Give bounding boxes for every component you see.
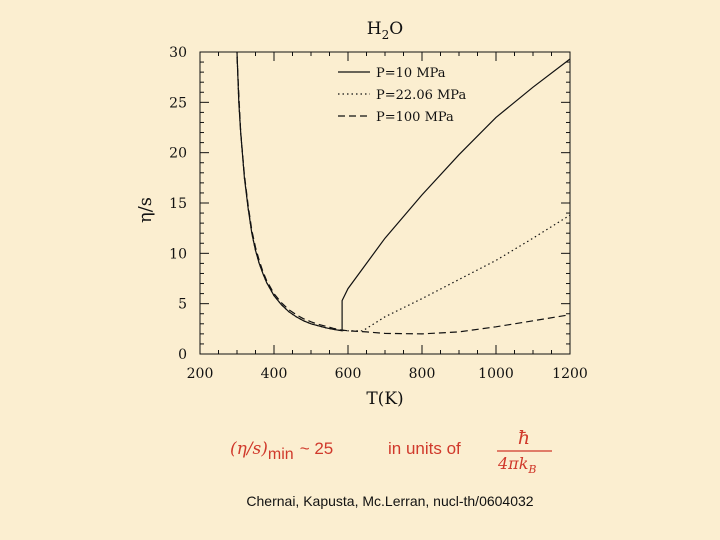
y-tick-label: 10 (169, 246, 187, 262)
axis-tick-labels: 200 400 600 800 1000 1200 0 5 10 15 20 25 30 (169, 45, 588, 382)
series-line-3 (236, 56, 571, 335)
formula-denominator: 4πkB (497, 454, 536, 476)
y-tick-label: 25 (169, 95, 187, 111)
formula-numerator: ħ (518, 427, 530, 449)
chart-title: H2O (367, 19, 403, 42)
x-axis-label: T(K) (366, 389, 403, 409)
y-tick-label: 20 (169, 146, 187, 162)
x-tick-label: 400 (261, 366, 288, 382)
x-tick-label: 800 (409, 366, 436, 382)
citation: Chernai, Kapusta, Mc.Lerran, nucl-th/060… (246, 493, 533, 509)
legend: P=10 MPa P=22.06 MPa P=100 MPa (338, 66, 466, 125)
formula: (η/s)min ~ 25 in units of ħ 4πkB (230, 427, 552, 476)
y-tick-label: 15 (169, 196, 187, 212)
legend-label-2: P=22.06 MPa (376, 88, 466, 103)
y-tick-label: 30 (169, 45, 187, 61)
x-tick-label: 600 (335, 366, 362, 382)
legend-label-3: P=100 MPa (376, 110, 454, 125)
x-tick-label: 1200 (552, 366, 588, 382)
x-tick-label: 1000 (478, 366, 514, 382)
formula-lhs: (η/s) (230, 439, 268, 459)
y-tick-label: 0 (178, 347, 187, 363)
svg-text:(η/s)min~ 25: (η/s)min ~ 25 (230, 439, 333, 463)
series-line-2 (236, 51, 571, 332)
formula-sub: min (268, 446, 294, 463)
formula-text: in units of (388, 439, 461, 458)
legend-label-1: P=10 MPa (376, 66, 446, 81)
formula-relation: ~ 25 (300, 439, 334, 458)
y-tick-label: 5 (178, 297, 187, 313)
x-tick-label: 200 (187, 366, 214, 382)
series-lines (236, 51, 571, 335)
axis-ticks (199, 51, 571, 355)
y-axis-label: η/s (135, 197, 156, 223)
